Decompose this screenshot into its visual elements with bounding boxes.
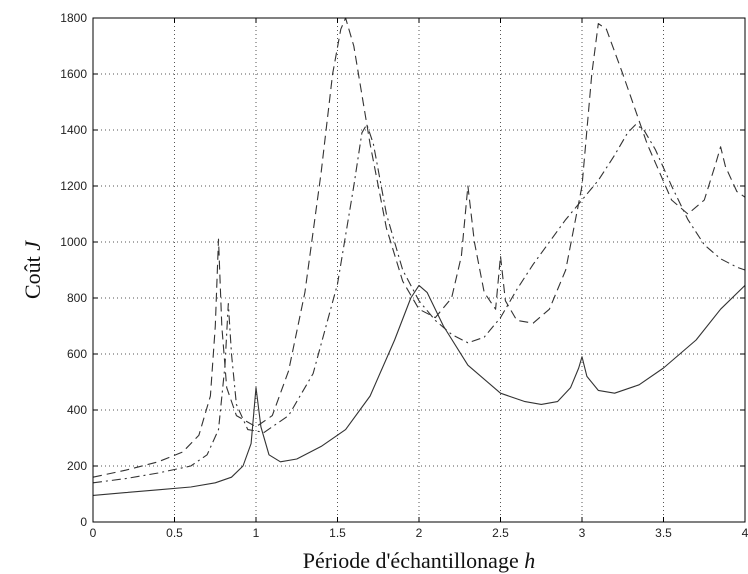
y-tick-label: 1200 <box>60 179 87 193</box>
y-tick-label: 800 <box>67 291 87 305</box>
y-axis-title: Coût J <box>20 240 45 299</box>
x-tick-label: 3.5 <box>655 526 672 540</box>
y-tick-label: 1000 <box>60 235 87 249</box>
x-axis-title: Période d'échantillonage h <box>303 548 535 573</box>
x-tick-label: 4 <box>742 526 748 540</box>
y-tick-label: 1600 <box>60 67 87 81</box>
y-tick-label: 400 <box>67 403 87 417</box>
x-tick-label: 1 <box>253 526 260 540</box>
x-tick-label: 2 <box>416 526 423 540</box>
grid <box>93 18 745 522</box>
y-tick-label: 1400 <box>60 123 87 137</box>
x-tick-labels: 0 0.5 1 1.5 2 2.5 3 3.5 4 <box>90 526 748 540</box>
x-tick-label: 1.5 <box>329 526 346 540</box>
y-tick-label: 0 <box>80 515 87 529</box>
y-tick-label: 200 <box>67 459 87 473</box>
x-tick-label: 2.5 <box>492 526 509 540</box>
y-tick-labels: 0 200 400 600 800 1000 1200 1400 1600 1800 <box>60 11 87 529</box>
series-layer <box>92 17 746 496</box>
solid-series-line <box>92 284 746 496</box>
ticks <box>92 17 746 523</box>
dashdot-series-line <box>92 123 746 484</box>
dashed-series-line <box>92 17 746 478</box>
y-tick-label: 1800 <box>60 11 87 25</box>
x-tick-label: 0.5 <box>166 526 183 540</box>
x-tick-label: 0 <box>90 526 97 540</box>
y-tick-label: 600 <box>67 347 87 361</box>
x-tick-label: 3 <box>579 526 586 540</box>
